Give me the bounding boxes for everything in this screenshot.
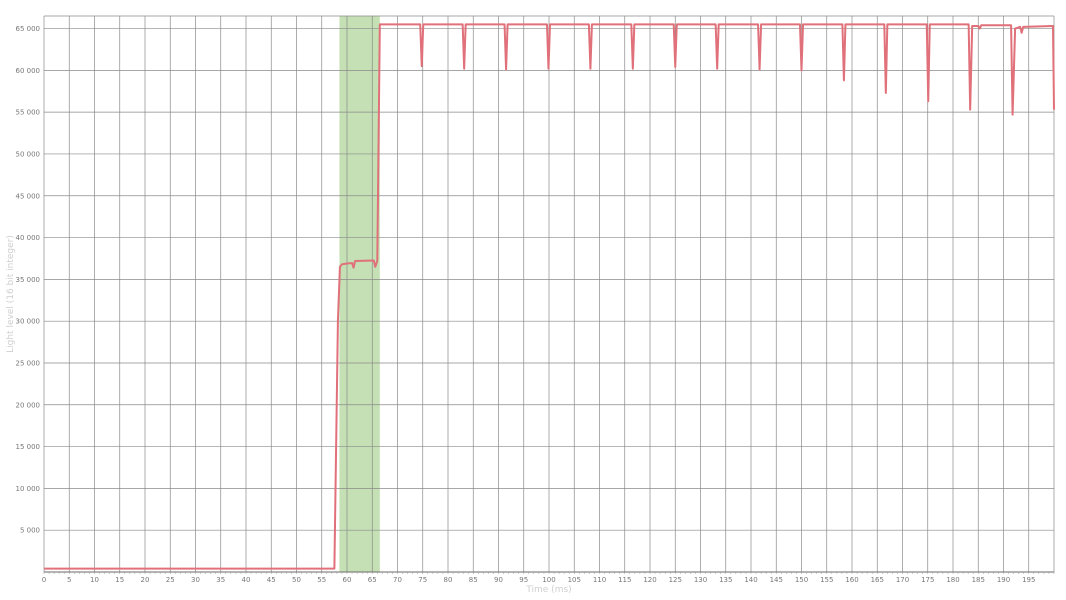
x-tick-label: 70	[393, 576, 402, 584]
x-tick-label: 50	[292, 576, 301, 584]
x-tick-label: 30	[191, 576, 200, 584]
x-tick-label: 190	[997, 576, 1010, 584]
x-tick-label: 105	[568, 576, 581, 584]
x-tick-label: 125	[669, 576, 682, 584]
x-tick-label: 135	[719, 576, 732, 584]
x-tick-label: 80	[444, 576, 453, 584]
series-line-0	[44, 23, 1055, 570]
x-tick-label: 20	[141, 576, 150, 584]
y-tick-label: 30 000	[16, 318, 41, 326]
x-tick-label: 90	[494, 576, 503, 584]
x-tick-label: 45	[267, 576, 276, 584]
x-tick-label: 95	[519, 576, 528, 584]
x-tick-label: 145	[770, 576, 783, 584]
x-tick-label: 180	[946, 576, 959, 584]
y-tick-label: 60 000	[16, 67, 41, 75]
y-tick-labels: 5 000 10 000 15 000 20 000 25 000 30 000 35 00…	[16, 25, 41, 535]
y-tick-label: 45 000	[16, 192, 41, 200]
x-tick-label: 15	[115, 576, 124, 584]
x-tick-label: 100	[542, 576, 555, 584]
x-axis-title: Time (ms)	[525, 585, 571, 595]
x-tick-label: 75	[418, 576, 427, 584]
x-tick-label: 65	[368, 576, 377, 584]
highlight-band	[339, 16, 380, 572]
x-tick-label: 60	[343, 576, 352, 584]
y-tick-label: 40 000	[16, 234, 41, 242]
y-tick-label: 15 000	[16, 443, 41, 451]
x-tick-label: 85	[469, 576, 478, 584]
y-tick-label: 65 000	[16, 25, 41, 33]
x-tick-label: 0	[42, 576, 46, 584]
y-tick-label: 10 000	[16, 485, 41, 493]
highlight-band-layer	[339, 16, 380, 572]
x-tick-label: 130	[694, 576, 707, 584]
x-tick-label: 5	[67, 576, 71, 584]
x-tick-label: 35	[216, 576, 225, 584]
x-tick-label: 150	[795, 576, 808, 584]
x-tick-label: 185	[972, 576, 985, 584]
y-tick-label: 55 000	[16, 109, 41, 117]
x-tick-label: 120	[643, 576, 656, 584]
grid-layer	[43, 15, 1055, 574]
x-tick-label: 175	[921, 576, 934, 584]
x-tick-labels: 0 5 10 15 20 25 30 35 40 45 50 55 60 65 70 75 80 85 90 95 10…	[42, 576, 1036, 584]
y-tick-label: 50 000	[16, 150, 41, 158]
x-tick-label: 25	[166, 576, 175, 584]
x-tick-label: 55	[317, 576, 326, 584]
x-tick-label: 110	[593, 576, 606, 584]
x-tick-label: 170	[896, 576, 909, 584]
y-tick-label: 20 000	[16, 401, 41, 409]
series-layer	[44, 23, 1055, 570]
y-tick-label: 5 000	[20, 527, 40, 535]
y-axis-title: Light level (16 bit integer)	[6, 235, 16, 353]
x-tick-label: 195	[1022, 576, 1035, 584]
x-tick-label: 10	[90, 576, 99, 584]
y-tick-label: 35 000	[16, 276, 41, 284]
x-tick-label: 140	[744, 576, 757, 584]
x-tick-label: 115	[618, 576, 631, 584]
x-tick-label: 155	[820, 576, 833, 584]
y-tick-label: 25 000	[16, 359, 41, 367]
x-tick-label: 40	[242, 576, 251, 584]
x-tick-label: 165	[871, 576, 884, 584]
x-tick-label: 160	[845, 576, 858, 584]
